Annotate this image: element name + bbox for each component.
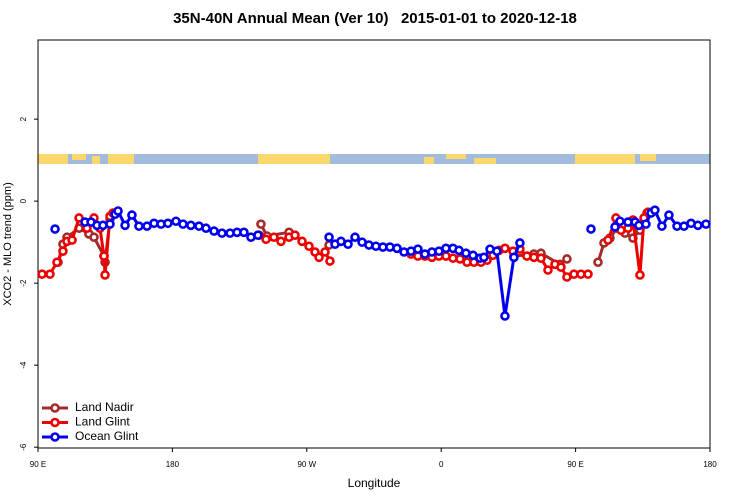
data-point xyxy=(105,219,115,229)
data-point xyxy=(99,251,109,261)
data-point xyxy=(562,254,572,264)
data-point xyxy=(239,227,249,238)
data-point xyxy=(89,232,99,243)
legend-marker xyxy=(50,417,60,428)
x-tick-label: 180 xyxy=(166,460,180,469)
plot-frame xyxy=(37,39,711,449)
data-point xyxy=(186,220,196,231)
data-point xyxy=(325,256,335,266)
data-point xyxy=(52,257,62,268)
data-point xyxy=(635,270,645,280)
legend-marker xyxy=(50,403,60,413)
data-point xyxy=(163,218,173,229)
data-point xyxy=(50,224,60,234)
data-point xyxy=(650,205,660,215)
data-point xyxy=(583,269,593,279)
data-point xyxy=(350,232,360,243)
data-point xyxy=(178,219,188,229)
data-point xyxy=(479,252,489,263)
data-point xyxy=(290,230,300,240)
land-ocean-strip xyxy=(38,154,710,164)
data-point xyxy=(58,246,68,256)
data-point xyxy=(615,216,625,227)
data-point xyxy=(217,228,227,238)
legend-label: Land Glint xyxy=(75,415,130,429)
data-point xyxy=(261,234,271,245)
data-point xyxy=(657,221,667,231)
data-point xyxy=(343,239,353,250)
data-point xyxy=(314,252,324,263)
y-tick-label: -4 xyxy=(19,361,28,369)
data-point xyxy=(100,270,110,280)
data-point xyxy=(556,262,566,272)
data-point xyxy=(641,219,651,229)
data-point xyxy=(693,220,703,231)
y-tick-label: 2 xyxy=(19,116,28,121)
data-point xyxy=(127,210,137,220)
x-tick-label: 0 xyxy=(439,460,444,469)
x-tick-label: 180 xyxy=(703,460,717,469)
data-point xyxy=(276,236,286,247)
data-point xyxy=(45,269,55,279)
y-axis-label: XCO2 - MLO trend (ppm) xyxy=(2,182,14,305)
data-point xyxy=(492,246,502,256)
data-point xyxy=(455,254,465,264)
legend-marker xyxy=(50,432,60,442)
x-axis-label: Longitude xyxy=(348,476,401,490)
data-point xyxy=(37,269,47,279)
legend-label: Ocean Glint xyxy=(75,429,139,443)
data-point xyxy=(324,232,334,243)
y-tick-label: 0 xyxy=(19,198,28,203)
data-point xyxy=(610,222,620,232)
data-point xyxy=(297,236,307,247)
data-point xyxy=(413,244,423,254)
data-point xyxy=(201,223,211,234)
data-point xyxy=(269,232,279,243)
legend-label: Land Nadir xyxy=(75,400,134,414)
data-point xyxy=(515,238,525,248)
data-point xyxy=(134,221,144,231)
y-tick-label: -6 xyxy=(19,443,28,451)
data-point xyxy=(304,241,314,252)
data-point xyxy=(120,220,130,231)
ocean-strip xyxy=(38,154,710,164)
x-tick-label: 90 E xyxy=(567,460,583,469)
data-point xyxy=(664,210,674,220)
y-tick-label: -2 xyxy=(19,279,28,287)
chart-title: 35N-40N Annual Mean (Ver 10) 2015-01-01 … xyxy=(173,10,577,27)
data-point xyxy=(509,252,519,263)
data-point xyxy=(593,257,603,268)
data-point xyxy=(500,311,510,321)
x-tick-label: 90 W xyxy=(297,460,316,469)
x-tick-label: 90 E xyxy=(30,460,46,469)
data-point xyxy=(603,235,613,245)
data-point xyxy=(586,224,596,234)
land-patches xyxy=(38,154,656,164)
data-point xyxy=(209,226,219,236)
data-point xyxy=(536,253,546,263)
data-point xyxy=(500,243,510,254)
data-point xyxy=(320,247,330,257)
data-point xyxy=(256,219,266,229)
data-point xyxy=(113,206,123,216)
data-point xyxy=(543,265,553,275)
data-point xyxy=(253,230,263,240)
data-point xyxy=(67,235,77,245)
data-point xyxy=(392,243,402,254)
data-point xyxy=(701,219,711,229)
